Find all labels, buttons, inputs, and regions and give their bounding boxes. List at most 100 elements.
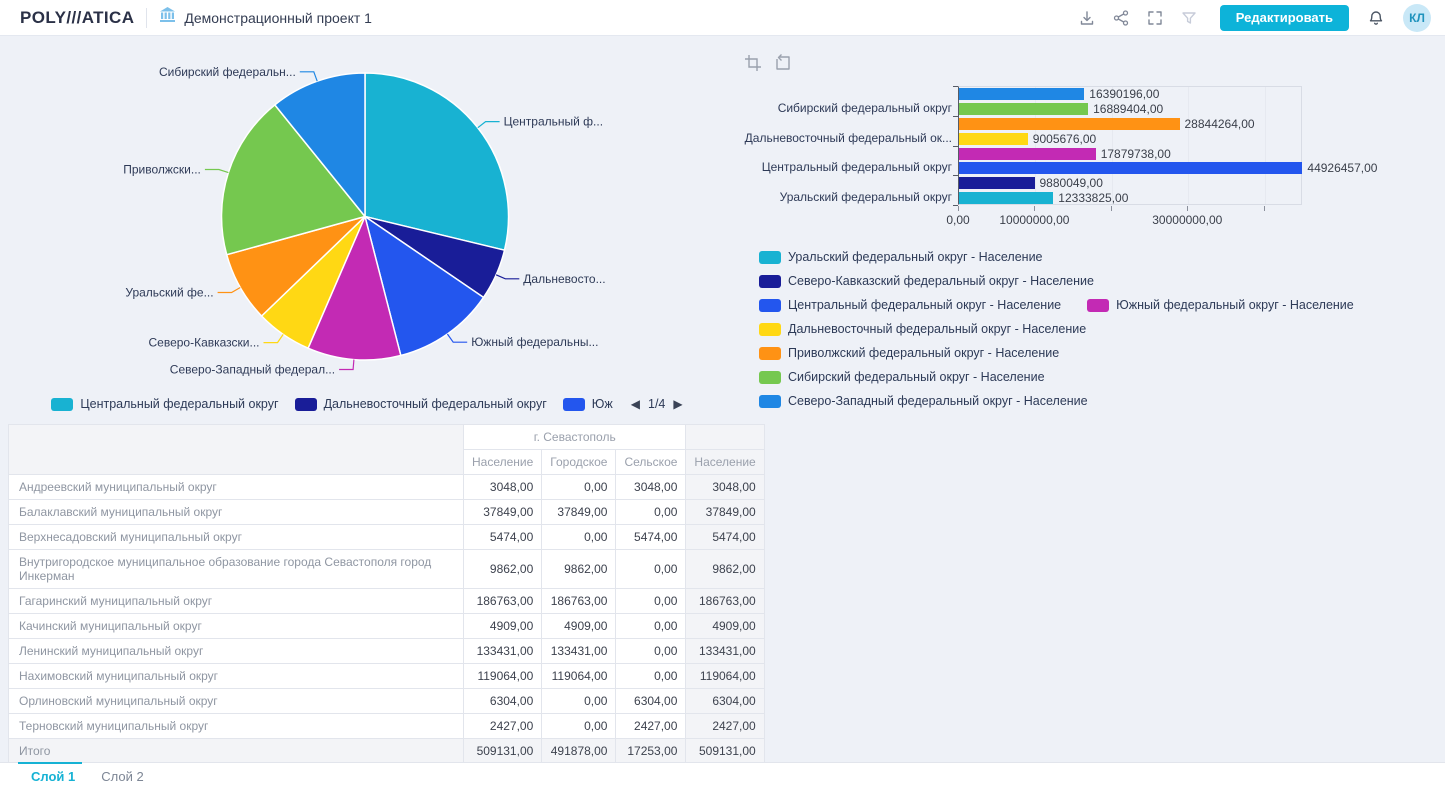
zoom-area-button[interactable] bbox=[743, 53, 763, 73]
pie-slice-label: Южный федеральны... bbox=[471, 335, 598, 349]
table-column-header: Сельское bbox=[615, 449, 687, 475]
table-row: Гагаринский муниципальный округ 186763,00… bbox=[8, 588, 765, 614]
pie-chart-panel: Центральный ф... Дальневосто... Южный феде… bbox=[8, 45, 728, 417]
bar-legend-item[interactable]: Приволжский федеральный округ - Населени… bbox=[759, 346, 1059, 360]
x-tick bbox=[1110, 206, 1112, 211]
notifications-button[interactable] bbox=[1359, 4, 1393, 32]
bar[interactable] bbox=[959, 162, 1303, 175]
bar-legend-item[interactable]: Сибирский федеральный округ - Население bbox=[759, 370, 1045, 384]
legend-page-indicator: 1/4 bbox=[648, 397, 666, 411]
value-cell: 2427,00 bbox=[462, 713, 543, 739]
bar-legend-item[interactable]: Центральный федеральный округ - Населени… bbox=[759, 298, 1061, 312]
x-tick bbox=[1263, 206, 1265, 211]
bar-legend-item[interactable]: Уральский федеральный округ - Население bbox=[759, 250, 1043, 264]
bar-legend-item[interactable]: Дальневосточный федеральный округ - Насе… bbox=[759, 322, 1086, 336]
bar-legend-item[interactable]: Южный федеральный округ - Население bbox=[1087, 298, 1354, 312]
table-row: Качинский муниципальный округ 4909,00 4909… bbox=[8, 613, 765, 639]
value-cell: 5474,00 bbox=[685, 524, 765, 550]
x-tick bbox=[1034, 206, 1036, 211]
legend-next-icon[interactable]: ▶ bbox=[673, 397, 683, 411]
row-label-cell: Внутригородское муниципальное образовани… bbox=[8, 549, 464, 589]
edit-button[interactable]: Редактировать bbox=[1219, 4, 1349, 31]
value-cell: 0,00 bbox=[615, 499, 687, 525]
value-cell: 9862,00 bbox=[541, 549, 617, 589]
avatar[interactable]: КЛ bbox=[1403, 3, 1431, 32]
pie-slice[interactable] bbox=[220, 103, 367, 256]
value-cell: 186763,00 bbox=[541, 588, 617, 614]
bar[interactable] bbox=[959, 102, 1089, 115]
fullscreen-button[interactable] bbox=[1138, 4, 1172, 32]
value-cell: 0,00 bbox=[615, 613, 687, 639]
pie-slice-label: Уральский фе... bbox=[125, 286, 213, 300]
legend-prev-icon[interactable]: ◀ bbox=[630, 397, 640, 411]
bar[interactable] bbox=[959, 117, 1180, 130]
filter-icon bbox=[1182, 11, 1196, 24]
bar-legend-item[interactable]: Северо-Кавказский федеральный округ - На… bbox=[759, 274, 1094, 288]
share-button[interactable] bbox=[1104, 4, 1138, 32]
value-cell: 9862,00 bbox=[462, 549, 543, 589]
x-tick-label: 0,00 bbox=[946, 213, 970, 227]
bar[interactable] bbox=[959, 88, 1085, 100]
gridline bbox=[1035, 87, 1037, 204]
bar[interactable] bbox=[959, 192, 1054, 205]
table-column-header: Население bbox=[462, 449, 543, 475]
polymatica-logo: POLY///ATICA bbox=[20, 7, 135, 27]
pie-slice[interactable] bbox=[364, 72, 510, 252]
filter-button[interactable] bbox=[1172, 4, 1206, 32]
divider bbox=[146, 7, 148, 28]
tab-layer-1[interactable]: Слой 1 bbox=[18, 763, 88, 790]
bell-icon bbox=[1369, 10, 1383, 25]
reset-zoom-button[interactable] bbox=[773, 53, 793, 73]
pie-slice-label: Дальневосто... bbox=[523, 272, 605, 286]
pie-chart: Центральный ф... Дальневосто... Южный феде… bbox=[123, 65, 605, 377]
bar-value-label: 9005676,00 bbox=[1032, 131, 1097, 146]
value-cell: 6304,00 bbox=[615, 688, 687, 714]
legend-label: Сибирский федеральный округ - Население bbox=[788, 370, 1045, 384]
pie-slice[interactable] bbox=[307, 214, 402, 361]
bar-legend-item[interactable]: Северо-Западный федеральный округ - Насе… bbox=[759, 394, 1088, 408]
value-cell: 0,00 bbox=[615, 638, 687, 664]
legend-swatch-icon bbox=[1087, 298, 1110, 312]
legend-label: Северо-Кавказский федеральный округ - На… bbox=[788, 274, 1094, 288]
pie-legend-item[interactable]: Дальневосточный федеральный округ bbox=[294, 397, 547, 411]
legend-label: Южный федеральный округ - Население bbox=[1116, 298, 1354, 312]
row-label-cell: Орлиновский муниципальный округ bbox=[8, 688, 464, 714]
bar[interactable] bbox=[959, 132, 1028, 145]
tab-layer-2[interactable]: Слой 2 bbox=[88, 763, 156, 790]
legend-row: Сибирский федеральный округ - Население bbox=[759, 370, 1354, 384]
value-cell: 0,00 bbox=[615, 549, 687, 589]
table-column-header: Население bbox=[685, 449, 765, 475]
pie-slice-label: Северо-Кавказски... bbox=[148, 336, 259, 350]
pie-legend-item[interactable]: Центральный федеральный округ bbox=[51, 397, 279, 411]
layer-tabbar: Слой 1 Слой 2 bbox=[0, 762, 1445, 790]
bar-value-label: 16889404,00 bbox=[1093, 101, 1164, 116]
row-label-cell: Терновский муниципальный округ bbox=[8, 713, 464, 739]
legend-swatch-icon bbox=[562, 397, 585, 411]
value-cell: 5474,00 bbox=[615, 524, 687, 550]
bar-plot-area: 16390196,00 16889404,00 28844264,00 9005676… bbox=[958, 86, 1377, 205]
bar-chart-panel: 16390196,00 16889404,00 28844264,00 9005676… bbox=[735, 45, 1440, 425]
value-cell: 2427,00 bbox=[615, 713, 687, 739]
y-tick bbox=[953, 115, 958, 117]
bar[interactable] bbox=[959, 177, 1035, 190]
legend-row: Северо-Западный федеральный округ - Насе… bbox=[759, 394, 1354, 408]
x-tick bbox=[1187, 206, 1189, 211]
y-axis-label: Уральский федеральный округ bbox=[779, 190, 952, 205]
table-corner-cell bbox=[8, 424, 464, 475]
value-cell: 17253,00 bbox=[615, 738, 687, 764]
download-button[interactable] bbox=[1070, 4, 1104, 32]
legend-swatch-icon bbox=[759, 394, 781, 408]
pie-slice[interactable] bbox=[363, 214, 485, 357]
active-tab-indicator bbox=[18, 762, 82, 764]
pie-label-line bbox=[339, 359, 355, 371]
row-label-cell: Верхнесадовский муниципальный округ bbox=[8, 524, 464, 550]
value-cell: 6304,00 bbox=[462, 688, 543, 714]
bar[interactable] bbox=[959, 147, 1096, 160]
value-cell: 0,00 bbox=[541, 524, 617, 550]
table-row: Внутригородское муниципальное образовани… bbox=[8, 549, 765, 589]
pie-label-line bbox=[217, 286, 241, 294]
pie-legend-item[interactable]: Юж bbox=[562, 397, 613, 411]
row-label-cell: Гагаринский муниципальный округ bbox=[8, 588, 464, 614]
gridline bbox=[1264, 87, 1266, 204]
value-cell: 133431,00 bbox=[685, 638, 765, 664]
